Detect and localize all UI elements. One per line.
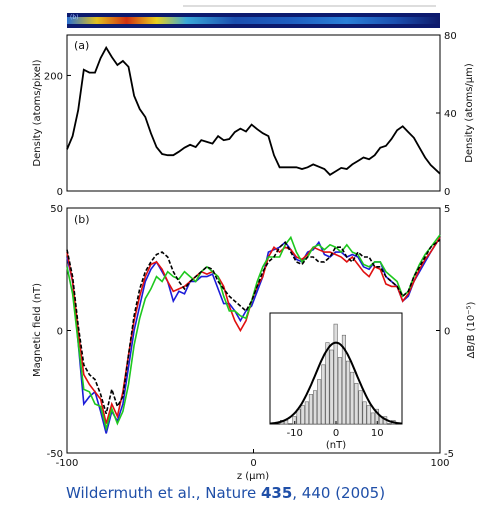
magnetic-field-x-tick-label: 0 — [250, 458, 256, 469]
density-right-tick-label: 0 — [444, 187, 450, 198]
magnetic-field-x-tick-label: -100 — [56, 458, 79, 469]
histogram-bar — [354, 382, 359, 425]
histogram-bar — [337, 357, 342, 425]
histogram-bar — [366, 405, 371, 425]
histogram-x-tick-label: 10 — [371, 428, 384, 439]
absorption-image-strip: (b) — [67, 13, 440, 28]
density-left-tick-label: 0 — [57, 187, 63, 198]
magnetic-field-x-ticks: -100 0 100 — [56, 449, 450, 469]
histogram-bar — [325, 342, 330, 425]
density-left-axis-label: Density (atoms/pixel) — [32, 59, 43, 166]
histogram-bar — [308, 394, 314, 425]
magnetic-field-right-axis-label: ΔB/B (10⁻⁵) — [466, 301, 477, 358]
density-panel-label: (a) — [74, 39, 89, 52]
magnetic-field-left-tick-label: -50 — [47, 449, 63, 460]
density-left-ticks: 0 200 — [44, 71, 71, 198]
z-axis-label: z (µm) — [237, 471, 269, 482]
histogram-bar — [350, 371, 355, 425]
density-series — [66, 45, 441, 176]
histogram-bars — [279, 323, 396, 425]
magnetic-field-left-axis-label: Magnetic field (nT) — [32, 283, 43, 377]
citation-pages: , 440 (2005) — [292, 484, 386, 502]
density-right-tick-label: 40 — [444, 109, 457, 120]
histogram-bar — [321, 364, 326, 425]
strip-label: (b) — [70, 14, 79, 21]
histogram-bar — [341, 334, 347, 425]
citation-volume: 435 — [260, 484, 293, 502]
magnetic-field-series — [66, 234, 441, 434]
magnetic-field-left-tick-label: 50 — [50, 204, 63, 215]
magnetic-field-right-tick-label: 0 — [444, 327, 450, 338]
histogram-bar — [333, 323, 338, 425]
histogram-x-ticks: -10 0 10 — [287, 421, 384, 439]
histogram-bar — [300, 405, 305, 425]
histogram-bar — [362, 401, 367, 425]
histogram-bar — [312, 390, 318, 425]
gaussian-fit-line — [269, 341, 403, 425]
magnetic-field-right-tick-label: -5 — [444, 449, 454, 460]
density-panel: (a) 0 200 0 40 80 Density (atoms/pixel) Den… — [32, 31, 475, 198]
histogram-fit — [269, 341, 403, 425]
density-line — [66, 45, 441, 176]
histogram-bar — [370, 412, 375, 425]
citation: Wildermuth et al., Nature 435, 440 (2005… — [66, 484, 385, 502]
magnetic-field-x-tick-label: 100 — [430, 458, 449, 469]
magnetic-field-left-tick-label: 0 — [57, 327, 63, 338]
density-right-axis-label: Density (atoms/µm) — [464, 63, 475, 163]
histogram-bar — [317, 379, 322, 425]
histogram-inset: -10 0 10 (nT) — [269, 312, 403, 451]
density-panel-frame — [66, 34, 441, 192]
magnetic-field-left-ticks: -50 0 50 — [47, 204, 71, 460]
density-left-tick-label: 200 — [44, 71, 63, 82]
density-right-tick-label: 80 — [444, 31, 457, 42]
magnetic-field-line — [66, 239, 441, 415]
citation-authors: Wildermuth et al., Nature — [66, 484, 261, 502]
histogram-bar — [329, 349, 334, 425]
magnetic-field-line — [66, 234, 441, 432]
magnetic-field-right-tick-label: 5 — [444, 204, 450, 215]
histogram-x-tick-label: -10 — [287, 428, 303, 439]
magnetic-field-panel-label: (b) — [74, 213, 90, 226]
histogram-x-axis-label: (nT) — [326, 440, 346, 451]
histogram-bar — [304, 401, 309, 425]
magnetic-field-right-ticks: -5 0 5 — [436, 204, 454, 460]
density-right-ticks: 0 40 80 — [436, 31, 457, 198]
histogram-x-tick-label: 0 — [333, 428, 339, 439]
histogram-bar — [345, 360, 351, 425]
histogram-bar — [358, 390, 363, 425]
